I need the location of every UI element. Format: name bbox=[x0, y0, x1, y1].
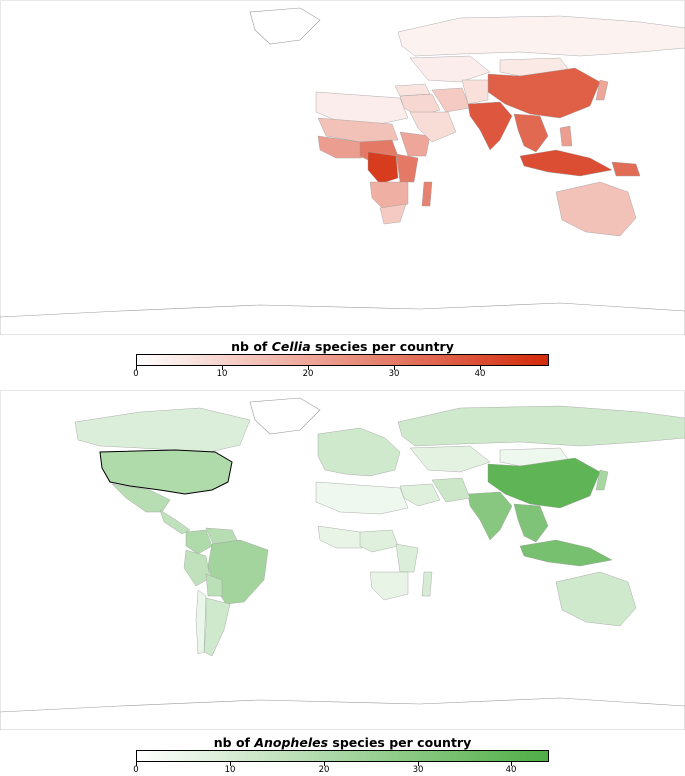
scale-tick-label: 20 bbox=[318, 765, 330, 775]
cellia-color-scale bbox=[136, 354, 549, 366]
region-kazakhstan bbox=[409, 55, 491, 83]
scale-tick bbox=[511, 762, 512, 766]
region-south-africa bbox=[379, 203, 407, 225]
anopheles-world-map bbox=[0, 390, 685, 730]
scale-tick bbox=[136, 762, 137, 766]
region-southeast-asia bbox=[513, 503, 549, 543]
cellia-legend-title: nb of Cellia species per country bbox=[231, 339, 454, 354]
anopheles-legend-title: nb of Anopheles species per country bbox=[213, 735, 472, 750]
scale-tick bbox=[308, 366, 309, 370]
scale-tick bbox=[230, 762, 231, 766]
scale-tick-label: 10 bbox=[224, 765, 236, 775]
scale-tick-label: 40 bbox=[505, 765, 517, 775]
scale-tick bbox=[324, 762, 325, 766]
scale-tick-label: 0 bbox=[133, 765, 139, 775]
region-india bbox=[467, 491, 513, 541]
region-iran bbox=[431, 477, 471, 503]
scale-tick bbox=[480, 366, 481, 370]
region-indonesia bbox=[519, 539, 613, 567]
region-turkey bbox=[394, 83, 431, 97]
region-russia bbox=[397, 405, 685, 447]
region-east-africa bbox=[395, 543, 419, 573]
region-brazil bbox=[207, 539, 269, 605]
region-philippines bbox=[559, 125, 573, 147]
region-arabia bbox=[409, 111, 457, 143]
region-russia bbox=[397, 15, 685, 57]
region-horn-of-africa bbox=[399, 131, 431, 157]
region-papua-new-guinea bbox=[611, 161, 641, 177]
antarctica-outline bbox=[0, 697, 685, 730]
region-west-africa bbox=[317, 135, 363, 159]
region-india bbox=[467, 101, 513, 151]
scale-tick-label: 30 bbox=[412, 765, 424, 775]
region-central-asia bbox=[461, 79, 489, 105]
region-china bbox=[487, 457, 601, 509]
region-peru bbox=[183, 549, 211, 587]
region-north-africa bbox=[315, 481, 409, 515]
region-southern-africa bbox=[369, 571, 409, 601]
region-australia bbox=[555, 571, 637, 627]
scale-tick-label: 10 bbox=[216, 369, 228, 379]
region-kazakhstan bbox=[409, 445, 491, 473]
region-argentina bbox=[203, 597, 231, 657]
antarctica-outline bbox=[0, 302, 685, 335]
cellia-world-map bbox=[0, 0, 685, 335]
region-bolivia bbox=[205, 573, 223, 597]
scale-tick-label: 20 bbox=[302, 369, 314, 379]
region-japan bbox=[595, 469, 609, 491]
scale-tick-label: 40 bbox=[474, 369, 486, 379]
region-middle-east bbox=[399, 483, 441, 507]
region-chile bbox=[195, 589, 207, 655]
scale-tick bbox=[394, 366, 395, 370]
region-dr-congo bbox=[367, 151, 399, 185]
region-colombia bbox=[185, 529, 213, 555]
region-indonesia bbox=[519, 149, 613, 177]
region-east-africa bbox=[395, 153, 419, 183]
region-china bbox=[487, 67, 601, 119]
region-australia bbox=[555, 181, 637, 237]
anopheles-color-scale bbox=[136, 750, 549, 762]
scale-tick-label: 30 bbox=[388, 369, 400, 379]
region-usa bbox=[99, 449, 233, 495]
region-central-africa bbox=[359, 529, 399, 553]
region-madagascar bbox=[421, 181, 433, 207]
scale-tick bbox=[418, 762, 419, 766]
region-west-africa bbox=[317, 525, 363, 549]
greenland-outline bbox=[249, 397, 321, 435]
region-southeast-asia bbox=[513, 113, 549, 153]
region-europe bbox=[317, 427, 401, 477]
scale-tick-label: 0 bbox=[133, 369, 139, 379]
scale-tick bbox=[136, 366, 137, 370]
region-madagascar bbox=[421, 571, 433, 597]
greenland-outline bbox=[249, 7, 321, 45]
scale-tick bbox=[222, 366, 223, 370]
region-japan bbox=[595, 79, 609, 101]
